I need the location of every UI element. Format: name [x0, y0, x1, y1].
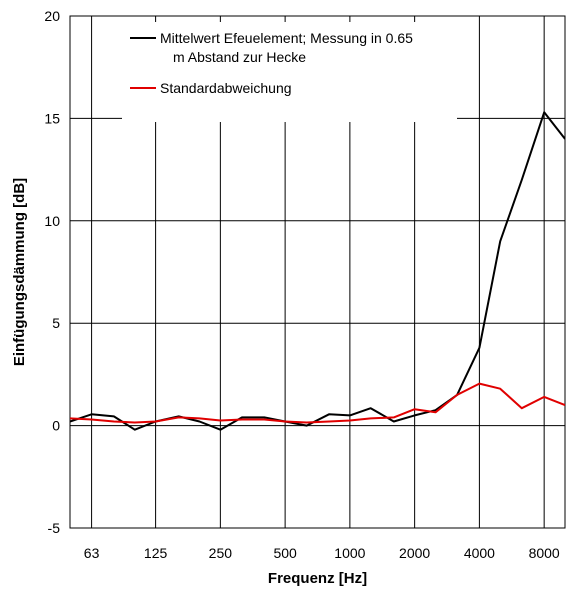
y-tick-label: 15 — [44, 110, 60, 126]
y-tick-label: 5 — [52, 315, 60, 331]
series-line — [70, 382, 565, 424]
x-tick-label: 4000 — [464, 545, 495, 561]
x-axis-label: Frequenz [Hz] — [268, 570, 367, 587]
x-tick-label: 250 — [209, 545, 233, 561]
legend-background — [122, 22, 457, 122]
x-tick-label: 63 — [84, 545, 100, 561]
y-tick-label: 10 — [44, 213, 60, 229]
plot-border — [69, 15, 566, 529]
series-line — [70, 111, 565, 431]
x-tick-label: 1000 — [334, 545, 365, 561]
y-tick-label: 0 — [52, 418, 60, 434]
y-axis-label: Einfügungsdämmung [dB] — [11, 178, 28, 366]
x-tick-label: 125 — [144, 545, 168, 561]
legend-label: m Abstand zur Hecke — [173, 49, 306, 65]
grid — [69, 15, 566, 529]
x-tick-label: 500 — [273, 545, 297, 561]
series-layer — [70, 111, 565, 431]
x-tick-label: 2000 — [399, 545, 430, 561]
legend-label: Mittelwert Efeuelement; Messung in 0.65 — [160, 30, 413, 46]
y-tick-label: 20 — [44, 8, 60, 24]
legend: Mittelwert Efeuelement; Messung in 0.65 m… — [130, 30, 413, 96]
y-tick-label: -5 — [48, 520, 61, 536]
legend-label: Standardabweichung — [160, 80, 292, 96]
x-tick-labels: 63 125 250 500 1000 2000 4000 8000 — [84, 545, 560, 561]
x-tick-label: 8000 — [529, 545, 560, 561]
y-tick-labels: -5 0 5 10 15 20 — [44, 8, 60, 536]
